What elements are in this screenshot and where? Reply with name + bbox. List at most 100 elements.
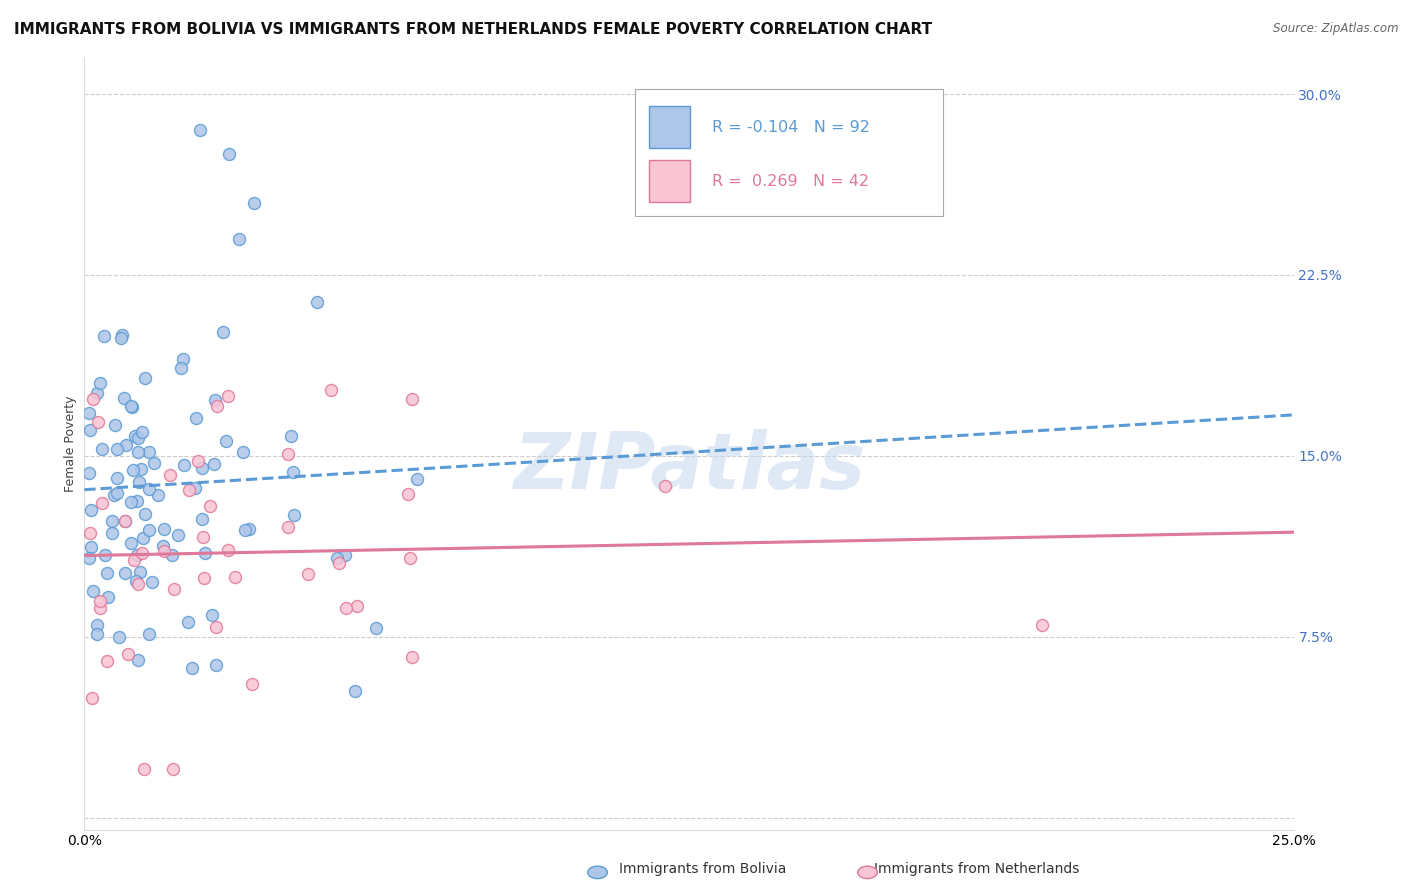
Point — [212, 325, 235, 339]
Point — [228, 232, 250, 246]
Point — [127, 445, 149, 459]
Text: R =  0.269   N = 42: R = 0.269 N = 42 — [711, 174, 869, 188]
Point — [132, 532, 155, 546]
Point — [217, 389, 239, 403]
Point — [141, 574, 163, 589]
Text: ZIPatlas: ZIPatlas — [513, 429, 865, 505]
Point — [218, 147, 240, 161]
Point — [177, 483, 200, 497]
Point — [366, 621, 388, 635]
Point — [186, 411, 208, 425]
Text: Immigrants from Bolivia: Immigrants from Bolivia — [619, 862, 787, 876]
Point — [80, 540, 103, 554]
Point — [94, 549, 117, 563]
Point — [319, 383, 342, 397]
Point — [79, 424, 101, 438]
Point — [217, 542, 239, 557]
Point — [82, 392, 104, 407]
Point — [194, 546, 217, 560]
Point — [125, 574, 148, 588]
Point — [280, 429, 302, 443]
Point — [90, 442, 112, 456]
Point — [202, 457, 225, 471]
Point — [105, 471, 128, 485]
Point — [97, 590, 120, 604]
Point — [142, 456, 165, 470]
Point — [79, 525, 101, 540]
Point — [96, 566, 118, 580]
Text: R = -0.104   N = 92: R = -0.104 N = 92 — [711, 120, 870, 135]
Point — [120, 399, 142, 413]
Point — [103, 488, 125, 502]
Point — [129, 462, 152, 476]
Point — [191, 511, 214, 525]
Point — [187, 454, 209, 468]
Point — [240, 676, 263, 690]
Point — [153, 522, 176, 536]
FancyBboxPatch shape — [650, 106, 690, 148]
Point — [86, 618, 108, 632]
Point — [160, 548, 183, 562]
Point — [96, 654, 118, 668]
Point — [114, 514, 136, 528]
Point — [396, 487, 419, 501]
FancyBboxPatch shape — [634, 89, 943, 216]
Point — [128, 475, 150, 489]
Point — [232, 445, 254, 459]
Point — [172, 352, 194, 367]
Point — [335, 548, 357, 562]
Point — [401, 392, 423, 406]
Point — [77, 466, 100, 480]
Point — [166, 527, 188, 541]
Point — [191, 460, 214, 475]
Point — [82, 691, 104, 706]
Point — [89, 594, 111, 608]
Point — [107, 630, 129, 644]
Point — [121, 462, 143, 476]
Point — [77, 550, 100, 565]
Point — [89, 600, 111, 615]
Point — [111, 327, 134, 342]
Point — [1031, 617, 1053, 632]
Point — [125, 549, 148, 563]
Point — [138, 627, 160, 641]
Point — [124, 429, 146, 443]
Point — [91, 495, 114, 509]
Point — [224, 570, 246, 584]
Point — [80, 503, 103, 517]
Point — [93, 329, 115, 343]
Point — [152, 544, 174, 558]
Point — [100, 515, 122, 529]
Point — [190, 123, 212, 137]
Point — [205, 399, 228, 413]
Point — [169, 361, 191, 376]
Point — [122, 553, 145, 567]
Point — [401, 650, 423, 665]
Point — [307, 295, 329, 310]
Point — [112, 391, 135, 405]
Point — [159, 468, 181, 483]
Point — [134, 370, 156, 384]
Point — [134, 508, 156, 522]
Point — [127, 431, 149, 445]
Text: Immigrants from Netherlands: Immigrants from Netherlands — [875, 862, 1080, 876]
Point — [162, 762, 184, 776]
Point — [242, 195, 264, 210]
Point — [184, 481, 207, 495]
Point — [105, 442, 128, 456]
Point — [127, 653, 149, 667]
Point — [277, 446, 299, 460]
Text: IMMIGRANTS FROM BOLIVIA VS IMMIGRANTS FROM NETHERLANDS FEMALE POVERTY CORRELATIO: IMMIGRANTS FROM BOLIVIA VS IMMIGRANTS FR… — [14, 22, 932, 37]
Point — [177, 615, 200, 630]
Point — [283, 465, 305, 479]
Point — [148, 488, 170, 502]
Point — [201, 607, 224, 622]
Point — [181, 661, 204, 675]
Point — [191, 530, 214, 544]
Point — [138, 445, 160, 459]
Point — [328, 557, 350, 571]
Point — [86, 385, 108, 400]
Point — [131, 425, 153, 440]
Point — [125, 494, 148, 508]
Point — [335, 601, 357, 615]
